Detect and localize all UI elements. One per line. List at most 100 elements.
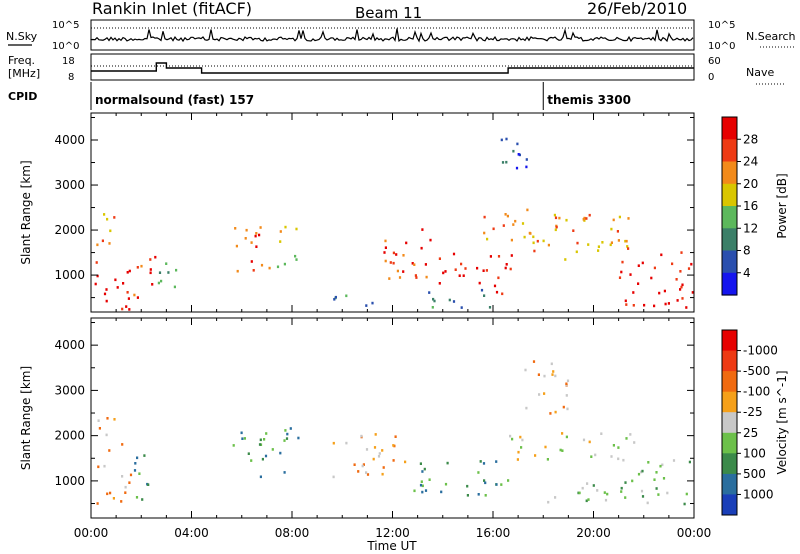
range-gate-cell [666,491,669,495]
range-gate-cell [438,282,441,285]
range-gate-cell [383,251,386,254]
range-gate-cell [616,230,619,233]
range-gate-cell [604,498,608,502]
date-title: 26/Feb/2010 [587,0,687,18]
range-gate-cell [127,297,130,300]
range-gate-cell [679,288,682,291]
beam-title: Beam 11 [355,4,422,22]
range-gate-cell [371,301,374,305]
range-gate-cell [285,437,289,440]
range-gate-cell [600,432,603,435]
range-gate-cell [578,491,581,495]
colorbar-swatch [722,412,737,434]
range-gate-cell [576,241,579,245]
range-gate-cell [621,260,624,264]
colorbar-label: Velocity [m s^-1] [775,370,789,474]
range-gate-cell [625,303,628,306]
range-gate-cell [392,261,395,265]
range-gate-cell [333,298,336,301]
colorbar-tick-label: 500 [743,467,766,481]
nave-right-bottom-tick: 0 [708,72,714,83]
range-gate-cell [258,233,261,237]
range-gate-cell [120,500,123,503]
range-gate-cell [663,289,666,293]
range-gate-cell [485,269,488,272]
range-gate-cell [384,259,387,263]
range-gate-cell [552,370,555,373]
range-gate-cell [133,469,137,472]
range-gate-cell [377,455,381,458]
range-gate-cell [365,304,368,307]
range-gate-cell [395,253,398,256]
range-gate-cell [140,264,143,268]
range-gate-cell [381,472,384,476]
colorbar-tick-label: -25 [743,405,763,419]
x-tick-label: 04:00 [174,526,209,540]
range-gate-cell [160,279,163,283]
range-gate-cell [687,267,691,270]
noise-left-top-tick: 10^5 [52,20,79,31]
range-gate-cell [413,263,416,266]
range-gate-cell [658,291,661,295]
colorbar-swatch [722,350,737,372]
range-gate-cell [565,382,568,386]
range-gate-cell [103,213,106,216]
colorbar-swatch [722,206,737,229]
range-gate-cell [618,276,622,279]
range-gate-cell [353,463,356,466]
colorbar-frame [721,329,738,516]
range-gate-cell [632,291,635,294]
x-tick-label: 00:00 [677,526,712,540]
range-gate-cell [279,230,282,233]
range-gate-cell [128,308,131,311]
colorbar-tick-label: -1000 [743,344,778,358]
range-gate-cell [415,276,418,279]
y-tick-label: 3000 [54,178,85,192]
colorbar-tick-label: 24 [743,155,758,169]
range-gate-cell [525,406,528,410]
range-gate-cell [477,493,480,496]
range-gate-cell [276,265,280,269]
range-gate-cell [480,288,484,292]
range-gate-cell [421,484,424,488]
range-gate-cell [685,492,688,496]
range-gate-cell [549,412,552,415]
range-gate-cell [597,245,600,248]
range-gate-cell [357,470,360,473]
range-gate-cell [581,486,584,490]
range-gate-cell [622,458,625,462]
range-gate-cell [659,464,662,468]
range-gate-cell [483,215,486,219]
y-tick-label: 4000 [54,338,85,352]
range-gate-cell [252,269,255,272]
colorbar-tick-label: 16 [743,199,758,213]
range-gate-cell [624,239,627,243]
range-gate-cell [271,448,274,451]
range-gate-cell [121,307,124,311]
freq-left-top-tick: 18 [62,56,75,67]
range-gate-cell [629,433,632,436]
colorbar-tick-label: 100 [743,446,766,460]
noise-panel: N.Sky N.Search 10^5 10^0 10^5 10^0 [6,19,796,52]
range-gate-cell [398,276,402,279]
range-gate-cell [141,498,144,501]
range-gate-cell [433,299,436,303]
range-gate-cell [505,160,508,164]
colorbar-tick-label: 28 [743,132,758,146]
range-gate-cell [501,161,505,164]
range-gate-cell [114,278,117,282]
x-tick-label: 16:00 [476,526,511,540]
x-tick-label: 20:00 [576,526,611,540]
range-gate-cell [532,360,536,363]
range-gate-cell [543,392,546,395]
x-axis-title: Time UT [366,539,417,553]
range-gate-cell [464,267,467,270]
range-gate-cell [157,281,160,285]
range-gate-cell [264,454,268,458]
range-gate-cell [268,266,271,270]
range-gate-cell [113,418,116,421]
range-gate-cell [671,262,674,266]
range-gate-cell [554,374,557,378]
range-gate-cell [425,275,428,279]
range-gate-cell [489,255,492,258]
